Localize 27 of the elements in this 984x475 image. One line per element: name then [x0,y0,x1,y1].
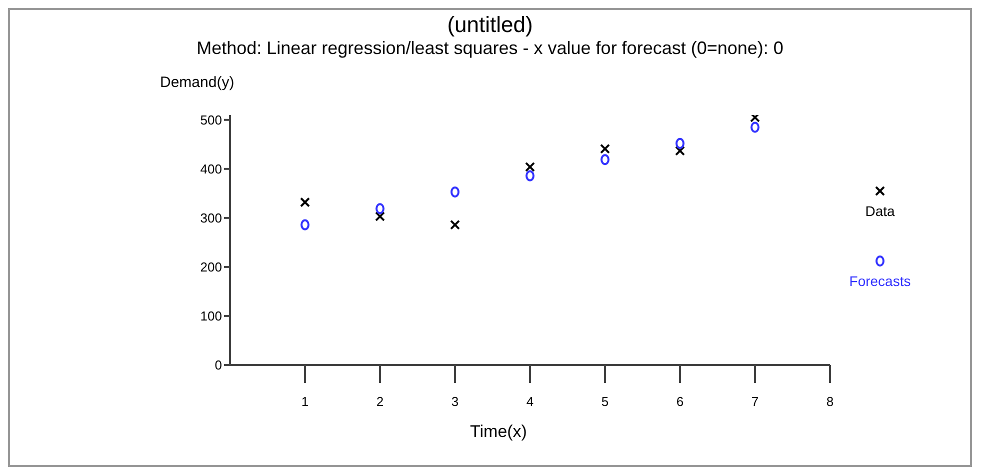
point [600,154,610,166]
y-tick-label: 200 [200,260,222,275]
point [526,170,534,182]
x-tick-label: 3 [451,394,459,410]
legend-label: Data [865,203,895,219]
point [676,138,684,149]
point [376,203,384,214]
chart-title: (untitled) [446,12,534,38]
y-tick-label: 500 [200,112,222,128]
point [750,122,760,133]
y-tick-label: 100 [200,308,222,324]
point [300,219,310,230]
x-tick-label: 5 [601,394,609,410]
chart-subtitle: Method: Linear regression/least squares - x value for forecast (0=none): 0 [196,38,784,59]
x-tick-label: 4 [526,394,534,410]
y-tick-label: 300 [200,210,222,226]
point [450,186,460,198]
x-axis-title: Time(x) [470,422,527,442]
y-tick-label: 0 [214,358,222,373]
x-tick-label: 8 [826,394,834,410]
x-tick-label: 6 [676,394,684,410]
x-tick-label: 1 [301,394,309,410]
y-axis-title: Demand(y) [160,74,234,91]
legend-label: Forecasts [849,273,911,289]
x-tick-label: 2 [376,394,384,410]
y-tick-label: 400 [200,162,222,177]
x-tick-label: 7 [751,394,759,410]
